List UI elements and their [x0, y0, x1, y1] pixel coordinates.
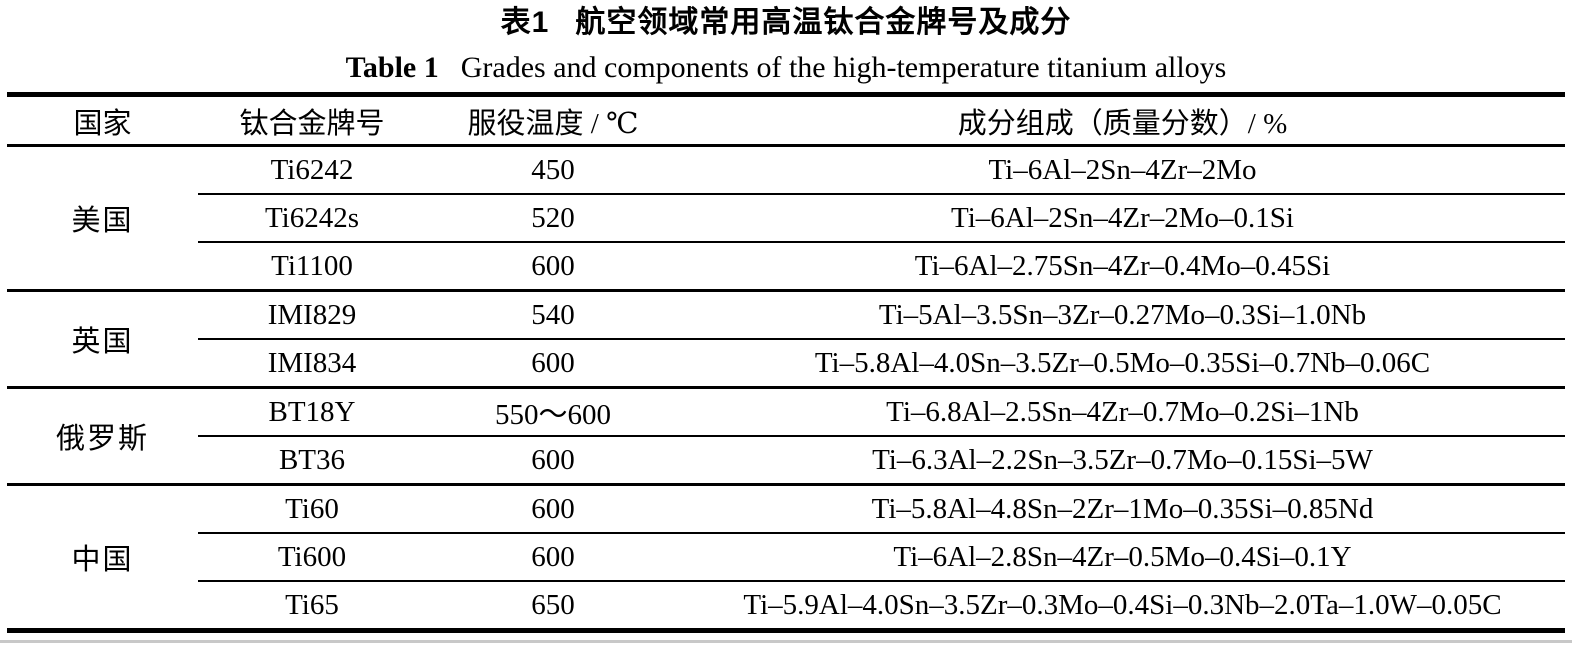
table-row: 英国 IMI829 540 Ti–5Al–3.5Sn–3Zr–0.27Mo–0.3Si… [7, 289, 1565, 388]
composition-cell: Ti–6Al–2Sn–4Zr–2Mo [680, 144, 1565, 194]
table-row: Ti1100 600 Ti–6Al–2.75Sn–4Zr–0.4Mo–0.45Si [7, 241, 1565, 291]
temp-cell: 450 [426, 144, 680, 194]
grade-cell: BT18Y [198, 386, 426, 436]
temp-cell: 540 [426, 289, 680, 339]
table-caption-en-text: Grades and components of the high-temper… [460, 51, 1227, 84]
temp-cell: 600 [426, 435, 680, 485]
grade-cell: Ti6242 [198, 144, 426, 194]
grade-cell: Ti65 [198, 580, 426, 631]
alloy-table: 国家 钛合金牌号 服役温度 / ℃ 成分组成（质量分数）/ % 美国 Ti6242… [7, 92, 1565, 633]
country-cell: 俄罗斯 [7, 386, 198, 485]
col-header-grade: 钛合金牌号 [198, 94, 426, 147]
composition-cell: Ti–6Al–2.75Sn–4Zr–0.4Mo–0.45Si [680, 241, 1565, 291]
composition-cell: Ti–5.8Al–4.0Sn–3.5Zr–0.5Mo–0.35Si–0.7Nb–… [680, 338, 1565, 388]
table-caption-en: Table 1 Grades and components of the high… [0, 51, 1572, 85]
table-caption-en-label: Table 1 [345, 51, 439, 84]
country-cell: 英国 [7, 289, 198, 388]
col-header-country: 国家 [7, 94, 198, 147]
grade-cell: Ti600 [198, 532, 426, 581]
table-caption-cn: 表1 航空领域常用高温钛合金牌号及成分 [0, 0, 1572, 41]
composition-cell: Ti–6Al–2.8Sn–4Zr–0.5Mo–0.4Si–0.1Y [680, 532, 1565, 581]
grade-cell: Ti60 [198, 483, 426, 533]
table-row: 俄罗斯 BT18Y 550～600 Ti–6.8Al–2.5Sn–4Zr–0.7Mo–… [7, 386, 1565, 485]
composition-cell: Ti–5.8Al–4.8Sn–2Zr–1Mo–0.35Si–0.85Nd [680, 483, 1565, 533]
temp-cell: 520 [426, 193, 680, 242]
table-caption-cn-text: 航空领域常用高温钛合金牌号及成分 [575, 6, 1072, 39]
temp-cell: 600 [426, 483, 680, 533]
temp-cell: 650 [426, 580, 680, 631]
col-header-composition: 成分组成（质量分数）/ % [680, 94, 1565, 147]
composition-cell: Ti–5.9Al–4.0Sn–3.5Zr–0.3Mo–0.4Si–0.3Nb–2… [680, 580, 1565, 631]
temp-cell: 600 [426, 532, 680, 581]
grade-cell: Ti1100 [198, 241, 426, 291]
table-row: IMI834 600 Ti–5.8Al–4.0Sn–3.5Zr–0.5Mo–0.35… [7, 338, 1565, 388]
table-row: BT36 600 Ti–6.3Al–2.2Sn–3.5Zr–0.7Mo–0.15Si… [7, 435, 1565, 485]
temp-cell: 600 [426, 338, 680, 388]
temp-cell: 600 [426, 241, 680, 291]
grade-cell: Ti6242s [198, 193, 426, 242]
country-cell: 美国 [7, 144, 198, 291]
table-row: 美国 Ti6242 450 Ti–6Al–2Sn–4Zr–2Mo [7, 144, 1565, 291]
header-row: 国家 钛合金牌号 服役温度 / ℃ 成分组成（质量分数）/ % [7, 94, 1565, 147]
composition-cell: Ti–6Al–2Sn–4Zr–2Mo–0.1Si [680, 193, 1565, 242]
composition-cell: Ti–6.3Al–2.2Sn–3.5Zr–0.7Mo–0.15Si–5W [680, 435, 1565, 485]
country-cell: 中国 [7, 483, 198, 631]
table-row: Ti65 650 Ti–5.9Al–4.0Sn–3.5Zr–0.3Mo–0.4Si–… [7, 580, 1565, 631]
col-header-service-temperature: 服役温度 / ℃ [426, 94, 680, 147]
grade-cell: IMI834 [198, 338, 426, 388]
table-row: Ti600 600 Ti–6Al–2.8Sn–4Zr–0.5Mo–0.4Si–0.1… [7, 532, 1565, 581]
table-row: Ti6242s 520 Ti–6Al–2Sn–4Zr–2Mo–0.1Si [7, 193, 1565, 242]
alloy-table-body: 美国 Ti6242 450 Ti–6Al–2Sn–4Zr–2Mo Ti6242s 520 T… [7, 144, 1565, 631]
grade-cell: IMI829 [198, 289, 426, 339]
grade-cell: BT36 [198, 435, 426, 485]
composition-cell: Ti–5Al–3.5Sn–3Zr–0.27Mo–0.3Si–1.0Nb [680, 289, 1565, 339]
alloy-table-header: 国家 钛合金牌号 服役温度 / ℃ 成分组成（质量分数）/ % [7, 94, 1565, 147]
temp-cell: 550～600 [426, 386, 680, 436]
table-caption-cn-label: 表1 [500, 6, 550, 39]
table-row: 中国 Ti60 600 Ti–5.8Al–4.8Sn–2Zr–1Mo–0.35Si–0… [7, 483, 1565, 631]
scan-artifact-line [0, 640, 1572, 643]
composition-cell: Ti–6.8Al–2.5Sn–4Zr–0.7Mo–0.2Si–1Nb [680, 386, 1565, 436]
